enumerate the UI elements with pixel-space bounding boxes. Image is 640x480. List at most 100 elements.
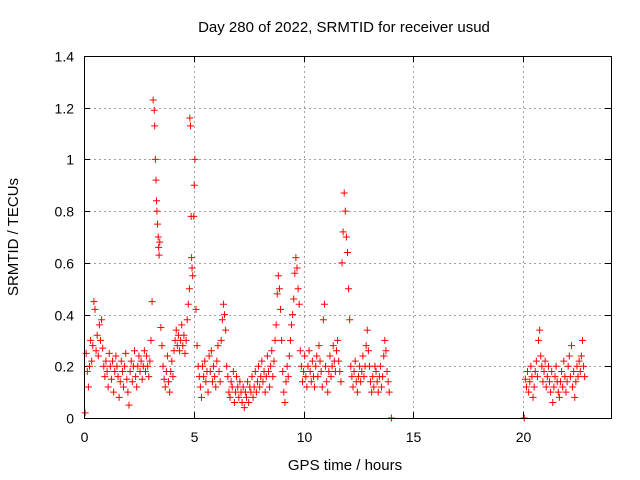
data-point (335, 357, 343, 365)
data-point (566, 373, 574, 381)
data-point (118, 367, 126, 375)
data-point (359, 352, 367, 360)
data-point (226, 393, 234, 401)
data-point (571, 393, 579, 401)
data-point (90, 298, 98, 306)
data-point (539, 378, 547, 386)
data-point (291, 269, 299, 277)
data-point (215, 367, 223, 375)
data-point (168, 357, 176, 365)
data-point (91, 305, 99, 313)
data-point (547, 388, 555, 396)
data-point (580, 362, 588, 370)
data-point (190, 181, 198, 189)
data-point (212, 383, 220, 391)
data-point (245, 398, 253, 406)
data-point (225, 388, 233, 396)
data-point (191, 155, 199, 163)
data-point (137, 357, 145, 365)
data-point (308, 357, 316, 365)
data-point (294, 285, 302, 293)
data-point (522, 383, 530, 391)
data-series-usud (81, 96, 589, 422)
data-point (88, 357, 96, 365)
data-point (124, 388, 132, 396)
data-point (219, 300, 227, 308)
data-point (569, 383, 577, 391)
data-point (197, 393, 205, 401)
data-point (269, 373, 277, 381)
plot-frame (84, 56, 612, 419)
data-point (213, 357, 221, 365)
data-point (107, 375, 115, 383)
data-point (106, 362, 114, 370)
data-point (159, 362, 167, 370)
data-point (274, 272, 282, 280)
data-point (89, 342, 97, 350)
data-point (316, 357, 324, 365)
data-point (113, 362, 121, 370)
data-point (368, 388, 376, 396)
data-point (572, 378, 580, 386)
data-point (216, 378, 224, 386)
data-point (122, 349, 130, 357)
data-point (524, 367, 532, 375)
data-point (161, 383, 169, 391)
data-point (322, 362, 330, 370)
data-point (94, 352, 102, 360)
data-point (150, 106, 158, 114)
data-point (350, 367, 358, 375)
data-point (380, 352, 388, 360)
data-point (338, 259, 346, 267)
data-point (223, 362, 231, 370)
data-point (320, 300, 328, 308)
series-usud (81, 96, 589, 422)
data-point (358, 367, 366, 375)
data-point (570, 367, 578, 375)
data-point (229, 367, 237, 375)
data-point (84, 383, 92, 391)
data-point (205, 352, 213, 360)
data-point (324, 388, 332, 396)
data-point (184, 300, 192, 308)
data-point (158, 342, 166, 350)
data-point (339, 228, 347, 236)
data-point (101, 373, 109, 381)
data-point (341, 207, 349, 215)
data-point (233, 373, 241, 381)
data-point (295, 300, 303, 308)
data-point (536, 326, 544, 334)
data-point (270, 357, 278, 365)
data-point (378, 383, 386, 391)
data-point (530, 383, 538, 391)
data-point (193, 342, 201, 350)
data-point (348, 373, 356, 381)
data-point (112, 352, 120, 360)
data-point (271, 336, 279, 344)
data-point (121, 362, 129, 370)
data-point (544, 362, 552, 370)
data-point (382, 347, 390, 355)
data-point (285, 352, 293, 360)
data-point (367, 378, 375, 386)
data-point (143, 352, 151, 360)
data-point (306, 367, 314, 375)
data-point (92, 347, 100, 355)
data-point (531, 367, 539, 375)
data-point (102, 357, 110, 365)
data-point (190, 212, 198, 220)
y-tick-label: 0.8 (55, 204, 75, 220)
data-point (550, 383, 558, 391)
data-point (267, 362, 275, 370)
data-point (239, 383, 247, 391)
data-point (581, 373, 589, 381)
data-point (555, 393, 563, 401)
data-point (351, 357, 359, 365)
data-point (292, 254, 300, 262)
data-point (560, 357, 568, 365)
data-point (258, 357, 266, 365)
data-point (372, 367, 380, 375)
data-point (318, 383, 326, 391)
data-point (167, 367, 175, 375)
